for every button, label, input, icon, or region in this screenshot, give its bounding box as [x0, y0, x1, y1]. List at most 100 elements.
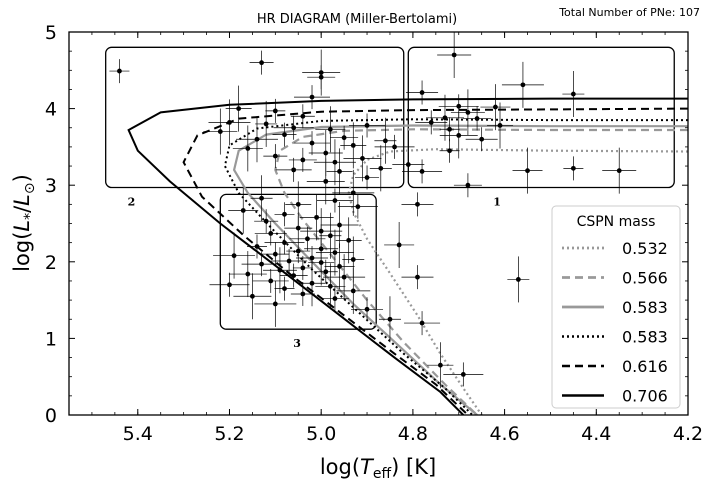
- pne-point: [254, 221, 287, 246]
- pne-point: [246, 234, 267, 259]
- pne-point: [487, 102, 514, 149]
- pne-point: [465, 127, 498, 152]
- pne-point: [274, 276, 295, 301]
- x-tick-label: 5.2: [214, 423, 244, 445]
- pne-point: [406, 80, 439, 105]
- pne-point: [439, 138, 460, 163]
- x-axis-label: log(Teff) [K]: [320, 455, 436, 482]
- pne-point: [228, 187, 259, 234]
- chart-title: HR DIAGRAM (Miller-Bertolami): [257, 12, 457, 27]
- pne-point: [384, 221, 415, 268]
- x-tick-label: 4.4: [581, 423, 611, 445]
- pne-point: [450, 89, 485, 136]
- pne-point: [315, 106, 346, 153]
- pne-point: [425, 94, 464, 141]
- pne-point: [404, 311, 441, 336]
- pne-point: [272, 122, 297, 147]
- pne-point: [273, 115, 314, 140]
- pne-point: [443, 362, 484, 387]
- pne-point: [402, 159, 443, 184]
- pne-point: [308, 239, 335, 286]
- pne-point: [250, 175, 273, 222]
- legend-entry-label: 0.616: [622, 357, 668, 376]
- pne-point: [290, 281, 315, 306]
- y-tick-label: 2: [45, 252, 57, 274]
- pne-point: [401, 265, 434, 290]
- pne-point: [203, 108, 238, 155]
- pne-point: [261, 242, 290, 267]
- pne-point: [286, 239, 311, 264]
- pne-point: [241, 252, 282, 277]
- pne-point: [392, 152, 425, 177]
- pne-point: [263, 144, 288, 169]
- pne-point: [463, 106, 492, 131]
- pne-point: [249, 50, 274, 75]
- y-tick-label: 4: [45, 99, 57, 121]
- legend-title: CSPN mass: [577, 214, 656, 230]
- pne-point: [290, 104, 315, 129]
- pne-point: [335, 217, 362, 264]
- pne-point: [378, 296, 401, 343]
- region-box-1: [407, 46, 675, 189]
- x-tick-label: 4.2: [673, 423, 703, 445]
- legend-box: [551, 205, 681, 409]
- pne-point: [262, 247, 297, 294]
- pne-point: [507, 256, 530, 303]
- region-label-3: 3: [293, 337, 301, 350]
- pne-point: [323, 254, 366, 301]
- pne-point: [254, 209, 279, 234]
- pne-point: [369, 145, 392, 192]
- pne-point: [284, 216, 313, 241]
- pne-point: [109, 59, 130, 84]
- x-tick-label: 4.8: [398, 423, 428, 445]
- pne-point: [289, 226, 326, 251]
- y-tick-label: 5: [45, 22, 57, 44]
- track-0-706-5: [127, 97, 688, 415]
- pne-point: [319, 212, 342, 259]
- pne-point: [307, 65, 336, 90]
- pne-point: [228, 251, 267, 298]
- pne-point: [316, 188, 353, 213]
- legend-entry-label: 0.583: [622, 328, 668, 347]
- track-0-583-2: [232, 124, 688, 415]
- track-0-532-0: [347, 148, 688, 415]
- legend-entry-label: 0.532: [622, 239, 668, 258]
- pne-point: [437, 32, 472, 78]
- pne-point: [292, 255, 313, 280]
- pne-point: [427, 342, 454, 389]
- pne-point: [501, 61, 544, 108]
- pne-point: [320, 202, 359, 249]
- pne-point: [294, 131, 331, 156]
- pne-point: [480, 84, 511, 131]
- pne-point: [315, 263, 346, 310]
- pne-point: [208, 99, 251, 146]
- y-tick-label: 1: [45, 328, 57, 350]
- x-tick-label: 4.6: [489, 423, 519, 445]
- pne-point: [271, 249, 308, 274]
- pne-point: [439, 117, 460, 142]
- track-0-583-3: [223, 118, 688, 415]
- pne-point: [320, 286, 349, 311]
- pne-point: [209, 272, 250, 297]
- y-tick-label: 3: [45, 175, 57, 197]
- pne-point: [299, 194, 334, 241]
- track-0-566-1: [274, 128, 688, 415]
- pne-point: [313, 139, 356, 186]
- region-box-2: [105, 46, 405, 189]
- track-0-616-4: [182, 107, 688, 415]
- x-tick-label: 5.4: [123, 423, 153, 445]
- region-label-2: 2: [128, 195, 136, 208]
- pne-point: [324, 243, 355, 290]
- pne-point: [512, 147, 543, 194]
- pne-point: [264, 230, 305, 255]
- pne-point: [374, 134, 415, 159]
- pne-point: [355, 165, 380, 190]
- pne-point: [294, 85, 331, 110]
- legend-entry-label: 0.566: [622, 269, 668, 288]
- pne-point: [252, 268, 289, 293]
- pne-point: [337, 194, 378, 219]
- pne-point: [453, 173, 482, 198]
- legend-entry-label: 0.583: [622, 298, 668, 317]
- pne-point: [374, 117, 397, 164]
